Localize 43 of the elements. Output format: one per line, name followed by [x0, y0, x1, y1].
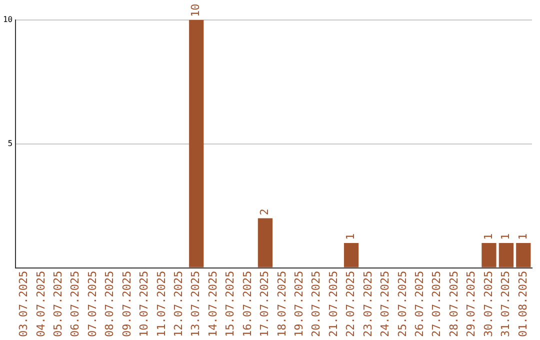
- data-label: 1: [482, 233, 495, 240]
- bar: [189, 20, 204, 268]
- x-tick-label: 03.07.2025: [17, 270, 30, 338]
- x-tick-label: 12.07.2025: [172, 270, 186, 338]
- data-label: 1: [344, 233, 358, 240]
- x-tick-label: 09.07.2025: [120, 270, 134, 338]
- bar: [258, 218, 273, 268]
- x-tick-label: 16.07.2025: [240, 270, 254, 338]
- x-tick-label: 10.07.2025: [138, 270, 151, 338]
- x-tick-label: 17.07.2025: [258, 270, 272, 338]
- x-tick-label: 05.07.2025: [52, 270, 65, 338]
- x-tick-label: 20.07.2025: [310, 270, 323, 338]
- x-tick-label: 08.07.2025: [103, 270, 116, 338]
- x-tick-label: 06.07.2025: [68, 270, 82, 338]
- x-tick-label: 19.07.2025: [292, 270, 306, 338]
- x-tick-label: 13.07.2025: [189, 270, 202, 338]
- x-tick-label: 31.07.2025: [499, 270, 512, 338]
- bar: [516, 242, 531, 268]
- x-tick-label: 30.07.2025: [482, 270, 495, 338]
- x-tick-label: 26.07.2025: [412, 270, 426, 338]
- x-tick-label: 15.07.2025: [224, 270, 237, 338]
- x-tick-label: 25.07.2025: [396, 270, 409, 338]
- data-label: 2: [258, 208, 272, 216]
- bar: [482, 242, 496, 268]
- x-tick-label: 18.07.2025: [275, 270, 288, 338]
- x-tick-label: 07.07.2025: [86, 270, 99, 338]
- y-tick-label: 5: [8, 138, 13, 148]
- x-tick-label: 29.07.2025: [464, 270, 478, 338]
- bar: [498, 242, 514, 268]
- x-tick-label: 22.07.2025: [344, 270, 358, 338]
- data-label: 1: [516, 233, 530, 240]
- x-tick-label: 23.07.2025: [361, 270, 374, 338]
- x-tick-label: 01.08.2025: [516, 270, 530, 338]
- x-tick-label: 24.07.2025: [378, 270, 392, 338]
- bar: [344, 242, 359, 268]
- data-label: 10: [189, 4, 202, 17]
- data-label: 1: [499, 233, 512, 240]
- x-tick-label: 04.07.2025: [34, 270, 48, 338]
- x-tick-label: 28.07.2025: [447, 270, 460, 338]
- x-tick-label: 27.07.2025: [430, 270, 444, 338]
- x-tick-label: 21.07.2025: [326, 270, 340, 338]
- x-tick-label: 14.07.2025: [206, 270, 220, 338]
- x-tick-label: 11.07.2025: [154, 270, 168, 338]
